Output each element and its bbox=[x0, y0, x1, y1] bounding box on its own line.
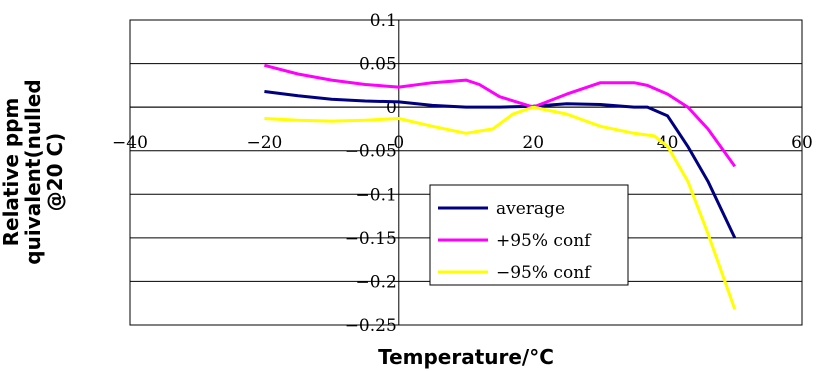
legend: average +95% conf −95% conf bbox=[429, 184, 629, 286]
legend-label-average: average bbox=[496, 199, 565, 219]
x-tick-labels: −40 −20 0 20 40 60 bbox=[112, 133, 813, 153]
legend-box bbox=[429, 184, 629, 286]
x-axis-title: Temperature/°C bbox=[378, 345, 554, 369]
y-axis-title-line-2: quivalent(nulled bbox=[21, 79, 45, 264]
y-tick-label: −0.05 bbox=[345, 142, 397, 162]
y-tick-label: −0.15 bbox=[345, 229, 397, 249]
legend-label-minus95: −95% conf bbox=[496, 263, 592, 283]
y-axis-title: Relative ppm quivalent(nulled @20 C) bbox=[0, 79, 67, 264]
series-lines bbox=[264, 63, 737, 310]
series-line-2 bbox=[264, 105, 737, 310]
y-tick-label: 0.1 bbox=[370, 11, 397, 31]
x-tick-label: 20 bbox=[522, 133, 544, 153]
y-tick-label: −0.25 bbox=[345, 316, 397, 336]
x-tick-label: −40 bbox=[112, 133, 148, 153]
y-tick-label: 0.05 bbox=[359, 55, 397, 75]
legend-label-plus95: +95% conf bbox=[496, 231, 592, 251]
y-tick-label: −0.1 bbox=[356, 185, 397, 205]
x-tick-label: 60 bbox=[791, 133, 813, 153]
y-axis-title-line-1: Relative ppm bbox=[0, 98, 23, 247]
series-line-1 bbox=[264, 63, 737, 168]
y-tick-labels: 0.1 0.05 0 −0.05 −0.1 −0.15 −0.2 −0.25 bbox=[345, 11, 397, 336]
y-axis-title-line-3: @20 C) bbox=[43, 133, 67, 212]
x-tick-label: −20 bbox=[246, 133, 282, 153]
y-tick-label: −0.2 bbox=[356, 272, 397, 292]
y-tick-label: 0 bbox=[386, 98, 397, 118]
x-tick-label: 40 bbox=[657, 133, 679, 153]
